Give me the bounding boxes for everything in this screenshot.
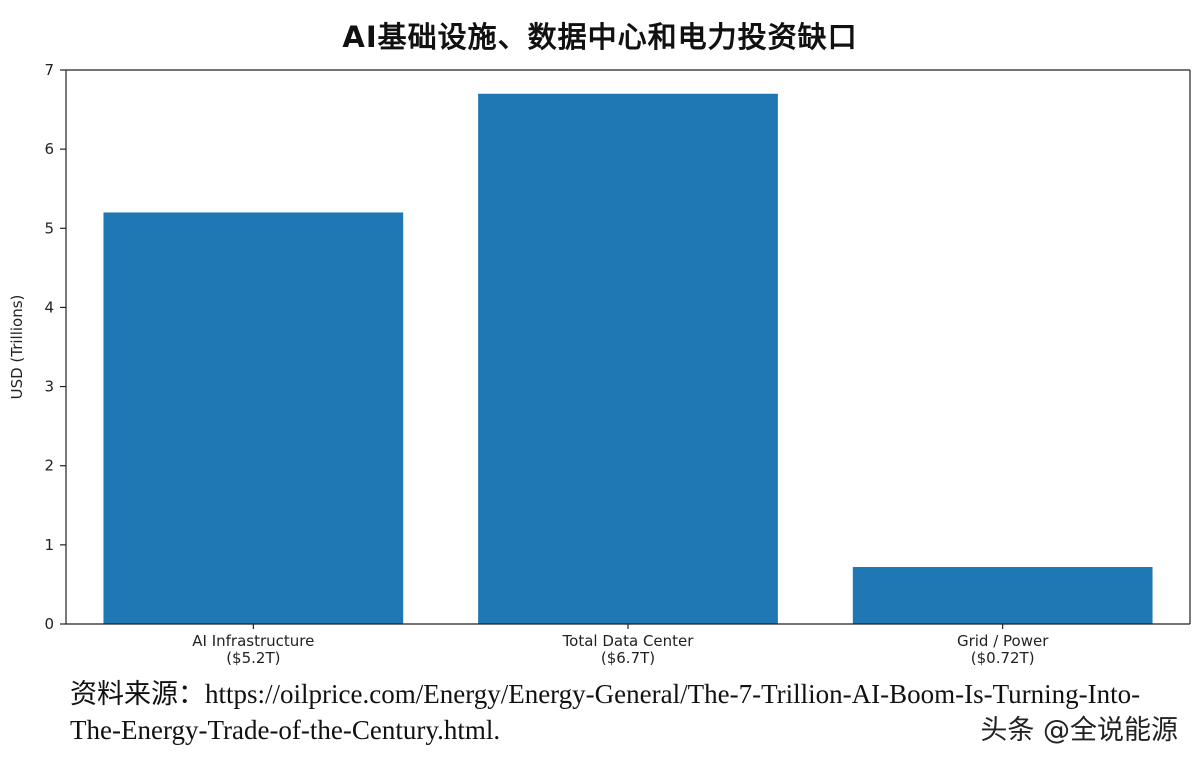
x-tick-sublabel: ($0.72T) bbox=[971, 649, 1035, 667]
x-tick-labels: AI Infrastructure($5.2T) Total Data Cente… bbox=[192, 624, 1049, 667]
x-tick-label: Total Data Center bbox=[562, 632, 695, 650]
watermark: 头条 @全说能源 bbox=[980, 715, 1178, 746]
x-tick-sublabel: ($6.7T) bbox=[601, 649, 655, 667]
source-note: 资料来源：https://oilprice.com/Energy/Energy-… bbox=[70, 679, 1141, 745]
y-tick-label: 4 bbox=[44, 298, 54, 316]
y-tick-label: 2 bbox=[44, 457, 54, 475]
y-tick-label: 3 bbox=[44, 378, 54, 396]
bar bbox=[478, 93, 778, 624]
bar bbox=[852, 567, 1153, 624]
y-tick-label: 7 bbox=[44, 61, 54, 79]
x-tick-sublabel: ($5.2T) bbox=[226, 649, 280, 667]
y-tick-label: 6 bbox=[44, 140, 54, 158]
y-ticks: 0 1 2 3 4 5 6 7 bbox=[44, 61, 66, 633]
y-tick-label: 1 bbox=[44, 536, 54, 554]
y-axis-title: USD (Trillions) bbox=[8, 295, 26, 400]
bar-chart: 0 1 2 3 4 5 6 7 AI Infrastructure($5.2T) Total D… bbox=[8, 61, 1191, 667]
y-tick-label: 0 bbox=[44, 615, 54, 633]
chart-title: AI基础设施、数据中心和电力投资缺口 bbox=[342, 20, 858, 54]
bars-layer bbox=[103, 93, 1153, 624]
x-tick-label: AI Infrastructure bbox=[192, 632, 314, 650]
x-tick-label: Grid / Power bbox=[957, 632, 1049, 650]
bar bbox=[103, 212, 404, 624]
y-tick-label: 5 bbox=[44, 219, 54, 237]
